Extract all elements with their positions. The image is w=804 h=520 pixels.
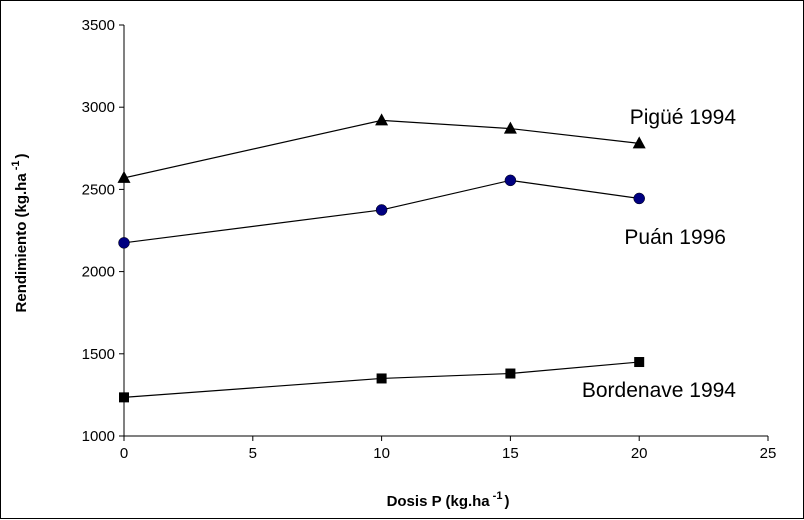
point-triangle [117,170,131,183]
x-tick-label: 15 [502,445,519,462]
series-layer [117,113,646,403]
point-circle [118,237,130,249]
series-label-circle: Puán 1996 [624,226,726,249]
x-tick-label: 0 [120,445,128,462]
y-tick-label: 1500 [82,346,115,363]
x-axis-title-text: Dosis P (kg.ha [387,493,491,510]
point-square [119,392,129,403]
y-tick-label: 2000 [82,264,115,281]
ticks: 1000 1500 2000 2500 3000 3500 0 5 10 15 20 25 [82,17,777,462]
y-tick-label: 1000 [82,428,115,445]
y-axis-title-sup: -1 [10,161,22,171]
x-tick-label: 20 [631,445,648,462]
y-tick-label: 2500 [82,181,115,198]
x-tick-label: 25 [760,445,777,462]
point-triangle [503,121,517,134]
x-tick-label: 10 [373,445,390,462]
labels: Pigüé 1994 Puán 1996 Bordenave 1994 Dosis P… [10,106,736,510]
y-axis-title: Rendimiento (kg.ha -1) [10,154,30,313]
point-circle [375,204,388,216]
x-axis-title: Dosis P (kg.ha -1) [387,490,510,510]
series-line-triangle [123,119,640,179]
y-axis-title-text: Rendimiento (kg.ha [13,173,30,313]
point-triangle [375,113,389,126]
series-line-circle [123,179,640,244]
x-axis-title-sup: -1 [493,490,503,502]
y-axis-title-close: ) [13,154,30,159]
x-tick-label: 5 [249,445,257,462]
y-tick-label: 3000 [82,99,115,116]
series-label-triangle: Pigüé 1994 [630,106,737,129]
series-line-square [123,361,640,398]
point-triangle [632,136,646,149]
point-square [634,357,645,368]
point-circle [633,192,645,205]
point-square [376,373,387,384]
point-circle [504,174,517,187]
axes [123,25,768,437]
series-label-square: Bordenave 1994 [582,379,736,402]
point-square [505,368,516,379]
x-axis-title-close: ) [504,493,509,510]
y-tick-label: 3500 [82,17,115,34]
